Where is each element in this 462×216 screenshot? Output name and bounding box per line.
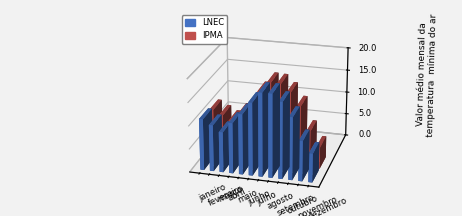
Legend: LNEC, IPMA: LNEC, IPMA	[182, 15, 227, 44]
